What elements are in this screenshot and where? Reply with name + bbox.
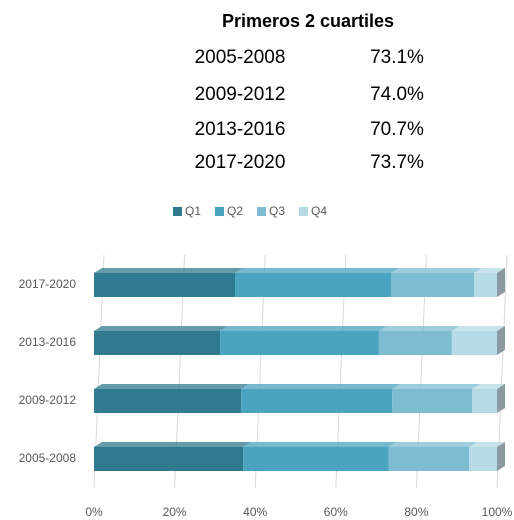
bar-segment: [391, 273, 475, 297]
bar-side-face: [497, 384, 505, 413]
bar-segment: [235, 273, 392, 297]
x-tick-label: 40%: [243, 505, 267, 519]
legend-swatch: [299, 207, 308, 216]
x-tick-label: 80%: [404, 505, 428, 519]
legend-swatch: [173, 207, 182, 216]
legend-label: Q3: [269, 204, 285, 218]
x-tick-label: 60%: [324, 505, 348, 519]
table-period: 2005-2008: [195, 47, 286, 68]
bar-segment: [474, 273, 497, 297]
bar-top-face: [94, 384, 250, 389]
bar-segment: [94, 447, 244, 471]
bar-side-face: [497, 442, 505, 471]
legend-swatch: [215, 207, 224, 216]
legend-label: Q4: [311, 204, 327, 218]
table-period: 2017-2020: [195, 152, 286, 173]
x-tick-label: 100%: [482, 505, 513, 519]
table-value: 74.0%: [370, 84, 424, 105]
bar-top-face: [451, 326, 505, 331]
bar-segment: [472, 389, 497, 413]
bar-top-face: [235, 268, 400, 273]
legend-swatch: [257, 207, 266, 216]
y-tick-label: 2005-2008: [19, 451, 77, 465]
bar-top-face: [378, 326, 460, 331]
bar-side-face: [497, 268, 505, 297]
bar-segment: [388, 447, 470, 471]
bar-segment: [378, 331, 452, 355]
bar-top-face: [94, 326, 229, 331]
bar-top-face: [474, 268, 505, 273]
legend-label: Q1: [185, 204, 201, 218]
bar-segment: [94, 331, 221, 355]
legend: Q1 Q2 Q3 Q4: [173, 204, 327, 218]
bar-top-face: [469, 442, 505, 447]
table-value: 70.7%: [370, 119, 424, 140]
y-tick-label: 2017-2020: [19, 277, 77, 291]
bar-top-face: [472, 384, 505, 389]
summary-title: Primeros 2 cuartiles: [222, 11, 394, 31]
bar-top-face: [220, 326, 387, 331]
legend-label: Q2: [227, 204, 243, 218]
bar-top-face: [388, 442, 478, 447]
table-value: 73.7%: [370, 152, 424, 173]
y-tick-label: 2013-2016: [19, 335, 77, 349]
bar-top-face: [94, 442, 252, 447]
table-period: 2009-2012: [195, 84, 286, 105]
bar-top-face: [392, 384, 481, 389]
bar-top-face: [243, 442, 397, 447]
x-tick-label: 0%: [85, 505, 103, 519]
bar-segment: [451, 331, 497, 355]
bar-top-face: [391, 268, 483, 273]
summary-table: 2005-2008 73.1% 2009-2012 74.0% 2013-2016 70.…: [195, 47, 424, 173]
x-tick-label: 20%: [163, 505, 187, 519]
bar-segment: [392, 389, 473, 413]
bar-top-face: [94, 268, 244, 273]
y-tick-label: 2009-2012: [19, 393, 77, 407]
table-value: 73.1%: [370, 47, 424, 68]
table-period: 2013-2016: [195, 119, 286, 140]
bar-segment: [243, 447, 389, 471]
bars: 2005-2008 2009-2012 2013-2016 2017-2020: [19, 268, 505, 471]
bar-segment: [220, 331, 379, 355]
bar-segment: [94, 389, 242, 413]
bar-side-face: [497, 326, 505, 355]
bar-top-face: [241, 384, 401, 389]
bar-segment: [469, 447, 497, 471]
bar-segment: [241, 389, 393, 413]
bar-segment: [94, 273, 236, 297]
